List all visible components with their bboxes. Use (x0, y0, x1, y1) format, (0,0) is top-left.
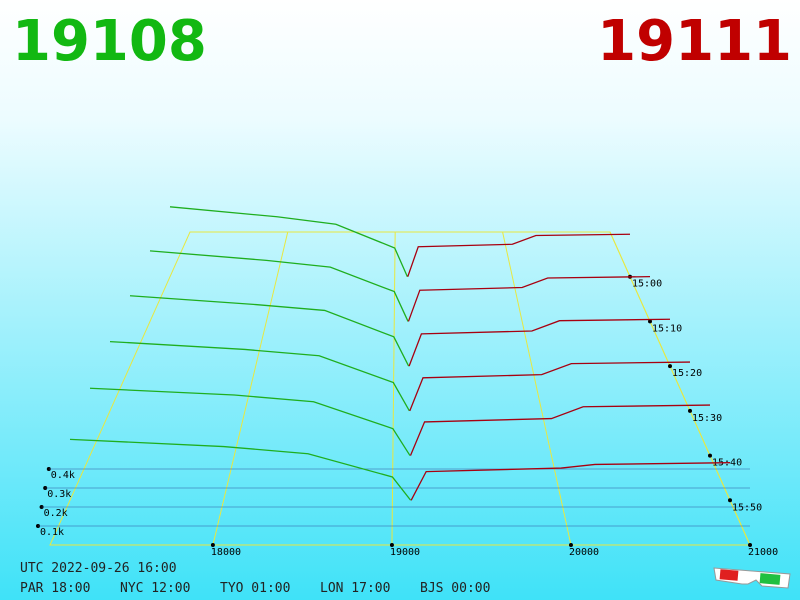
ask-depth-line (408, 318, 671, 367)
time-tick (648, 319, 652, 324)
ask-depth-line (407, 275, 651, 322)
city-time: LON 17:00 (320, 581, 390, 596)
city-time: TYO 01:00 (220, 581, 290, 596)
ask-depth-line (409, 404, 711, 456)
price-grid-line (502, 231, 572, 546)
bid-depth-line (109, 340, 410, 412)
3d-glasses-button[interactable] (713, 567, 791, 589)
time-tick-label: 15:00 (632, 279, 662, 290)
city-time: PAR 18:00 (20, 581, 90, 596)
price-grid-line (212, 231, 289, 546)
price-grid-line (609, 231, 751, 546)
price-tick (568, 543, 573, 547)
time-tick-label: 15:20 (672, 368, 702, 379)
depth-tick-label: 0.1k (40, 527, 64, 538)
bid-depth-line (129, 295, 410, 367)
ask-depth-line (407, 233, 631, 277)
depth-tick-label: 0.3k (47, 489, 71, 500)
ask-depth-line (410, 462, 731, 501)
time-tick (668, 364, 672, 369)
price-tick-label: 18000 (211, 547, 241, 558)
city-times: PAR 18:00 NYC 12:00 TYO 01:00 LON 17:00 … (20, 581, 490, 596)
bid-depth-line (89, 387, 411, 456)
time-tick (728, 498, 732, 503)
price-tick-label: 19000 (390, 547, 420, 558)
time-tick (688, 408, 692, 413)
time-tick-label: 15:30 (692, 413, 722, 424)
price-tick (389, 543, 394, 547)
bid-price: 19108 (12, 9, 207, 74)
price-grid-line (391, 231, 396, 546)
bid-depth-line (169, 206, 409, 277)
plot: 18000 19000 20000 21000 0.1k 0.2k 0.3k 0.4k 15:0… (36, 206, 778, 558)
time-tick-label: 15:10 (652, 323, 682, 334)
time-tick-label: 15:50 (732, 502, 762, 513)
time-tick (708, 453, 712, 458)
bid-depth-line (69, 438, 412, 501)
price-tick (210, 543, 215, 547)
depth-tick-label: 0.4k (51, 470, 75, 481)
price-tick-label: 20000 (569, 547, 599, 558)
ask-price: 19111 (597, 9, 792, 74)
utc-time: UTC 2022-09-26 16:00 (20, 561, 177, 576)
price-tick (748, 543, 752, 547)
bid-depth-line (149, 250, 409, 322)
price-tick-label: 21000 (748, 547, 778, 558)
depth-tick-label: 0.2k (44, 508, 68, 519)
city-time: BJS 00:00 (420, 581, 490, 596)
city-time: NYC 12:00 (120, 581, 190, 596)
ask-depth-line (409, 361, 691, 412)
